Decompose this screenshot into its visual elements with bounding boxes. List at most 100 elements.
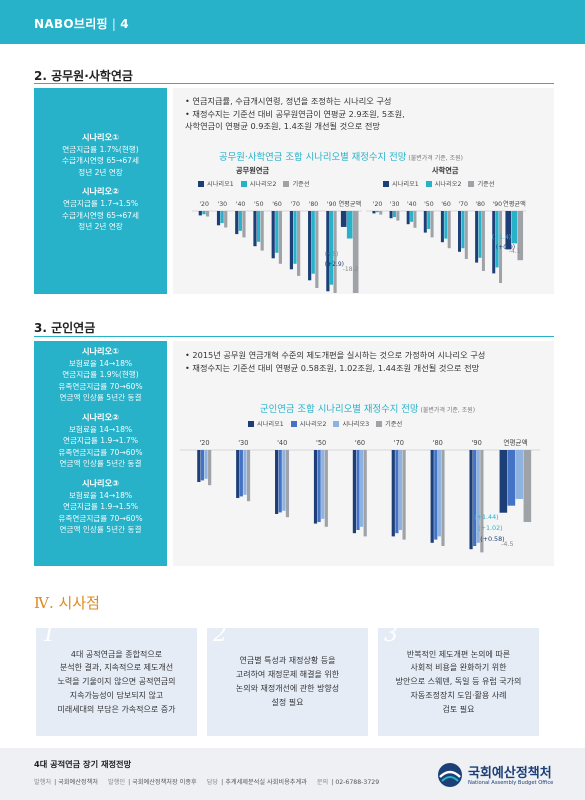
- legend-item: 기준선: [283, 179, 310, 188]
- bar: [313, 450, 318, 524]
- footer-meta-sep: |: [221, 779, 226, 786]
- footer-meta-value: 추계세제분석실 사회비용추계과: [225, 779, 307, 786]
- bar: [352, 211, 359, 293]
- bar: [238, 211, 242, 231]
- chart-b-subtitle: 사학연금: [432, 166, 459, 175]
- bar: [423, 211, 427, 233]
- card-line: 노력을 기울이지 않으면 공적연금의: [57, 677, 176, 687]
- bar: [391, 450, 395, 537]
- legend-label: 기준선: [477, 181, 495, 188]
- bar: [440, 211, 444, 243]
- bar: [346, 211, 353, 239]
- scenario-line: 정년 2년 연장: [78, 167, 123, 177]
- bar: [285, 450, 290, 518]
- bar: [282, 450, 286, 511]
- scenario-line: 유족연금지급률 70→60%: [58, 381, 143, 391]
- data-label: (+5): [325, 251, 339, 258]
- bar: [321, 450, 325, 519]
- header-bar: [0, 0, 585, 44]
- bar: [256, 211, 261, 242]
- legend-label: 시나리오1: [207, 181, 234, 188]
- bar: [398, 450, 403, 530]
- section2-info-panel: [173, 88, 554, 294]
- bar: [293, 211, 297, 264]
- x-tick-label: '60: [272, 201, 282, 208]
- x-tick-label: '60: [355, 439, 365, 447]
- card-number: 3: [384, 622, 398, 647]
- scenario-title: 시나리오③: [81, 477, 120, 488]
- x-tick-label: '50: [254, 201, 264, 208]
- legend-label: 시나리오3: [342, 421, 370, 428]
- bar: [507, 450, 516, 506]
- implication-card-1: 1 4대 공적연금을 종합적으로 분석한 결과, 지속적으로 제도개선 노력을 기울…: [36, 622, 197, 736]
- data-label: (+1.4): [492, 234, 511, 241]
- scenario-title: 시나리오②: [81, 411, 120, 422]
- legend-label: 시나리오1: [392, 181, 419, 188]
- scenario-line: 연금지급률 1.7→1.5%: [62, 198, 139, 208]
- bar: [441, 450, 445, 546]
- legend-label: 시나리오2: [249, 181, 277, 188]
- bar: [329, 211, 334, 285]
- bar: [495, 211, 499, 268]
- bar: [216, 211, 221, 226]
- footer: [0, 748, 585, 800]
- bullet-line: • 2015년 공무원 연금개혁 수준의 제도개편을 실시하는 것으로 가정하여…: [185, 350, 486, 360]
- bar: [363, 450, 367, 537]
- scenario-line: 연금액 인상률 5년간 동결: [59, 393, 142, 403]
- scenario-line: 연금지급률 1.9→1.5%: [62, 502, 139, 512]
- chart-b-legend: 시나리오1 시나리오2 기준선: [383, 179, 502, 188]
- card-line: 설정 필요: [271, 697, 304, 707]
- scenario-block: 시나리오① 연금지급률 1.7%(현행) 수급개시연령 65→67세 정년 2년 연장: [34, 132, 167, 178]
- page-number: 4: [120, 17, 129, 31]
- section3-rule: [34, 336, 554, 337]
- legend-swatch: [468, 180, 475, 187]
- bullet-line: • 재정수지는 기준선 대비 연평균 0.58조원, 1.02조원, 1.44조…: [185, 362, 480, 373]
- bar: [205, 211, 210, 217]
- card-line: 자동조정장치 도입·활용 사례: [410, 690, 507, 700]
- card-text: 연금별 특성과 재정상황 등을 고려하여 재정문제 해결을 위한 논의와 재정개선에…: [207, 628, 368, 736]
- card-line: 논의와 재정개선에 관한 방향성: [235, 684, 340, 693]
- bar: [224, 211, 228, 228]
- chart-b-svg: '20 '30 '40 '50 '60 '70 '80 '90 연평균액 (+1.4) (+0.9)…: [366, 200, 526, 283]
- bar: [413, 211, 417, 228]
- x-tick-label: '50: [316, 439, 326, 447]
- card-line: 사회적 비용을 완화하기 위한: [410, 663, 507, 673]
- x-tick-label: '30: [390, 201, 400, 208]
- x-tick-label: '70: [458, 201, 468, 208]
- bar: [444, 211, 448, 239]
- bar: [202, 211, 206, 215]
- bar: [242, 211, 246, 238]
- legend-item: 기준선: [376, 419, 402, 428]
- card-line: 지속가능성이 담보되지 않고: [69, 690, 164, 700]
- org-name-en: National Assembly Budget Office: [468, 780, 554, 786]
- chart-a-svg: '20 '30 '40 '50 '60 '70 '80 '90 연평균액 (+5) (+2.9)-1…: [192, 200, 362, 293]
- x-tick-label: '30: [218, 201, 228, 208]
- bar: [461, 211, 465, 249]
- card-number: 1: [42, 622, 56, 647]
- scenario-line: 연금액 인상률 5년간 동결: [59, 459, 142, 469]
- bar: [275, 450, 279, 514]
- legend-item: 기준선: [468, 179, 495, 188]
- card-number: 2: [213, 622, 227, 647]
- bar: [427, 211, 431, 229]
- legend-item: 시나리오2: [290, 419, 326, 428]
- scenario-line: 연금지급률 1.9%(현행): [62, 370, 139, 380]
- bar: [379, 211, 383, 215]
- footer-meta-key: 문의: [316, 779, 329, 786]
- legend-label: 시나리오1: [257, 421, 284, 428]
- bar: [197, 450, 201, 482]
- bar: [297, 211, 301, 276]
- scenario-title: 시나리오②: [81, 186, 120, 197]
- bar: [430, 211, 434, 238]
- legend-item: 시나리오2: [425, 179, 461, 188]
- section3-bullets: • 2015년 공무원 연금개혁 수준의 제도개편을 실시하는 것으로 가정하여…: [185, 349, 485, 374]
- org-name: 국회예산정책처: [468, 766, 552, 781]
- x-tick-label: '50: [424, 201, 434, 208]
- legend-swatch: [240, 180, 247, 187]
- chart-c-legend: 시나리오1 시나리오2 시나리오3 기준선: [248, 419, 409, 428]
- bar: [475, 211, 479, 263]
- bar: [271, 211, 275, 259]
- bar: [275, 211, 279, 253]
- section3-title: 3. 군인연금: [34, 321, 96, 335]
- bar: [289, 211, 294, 270]
